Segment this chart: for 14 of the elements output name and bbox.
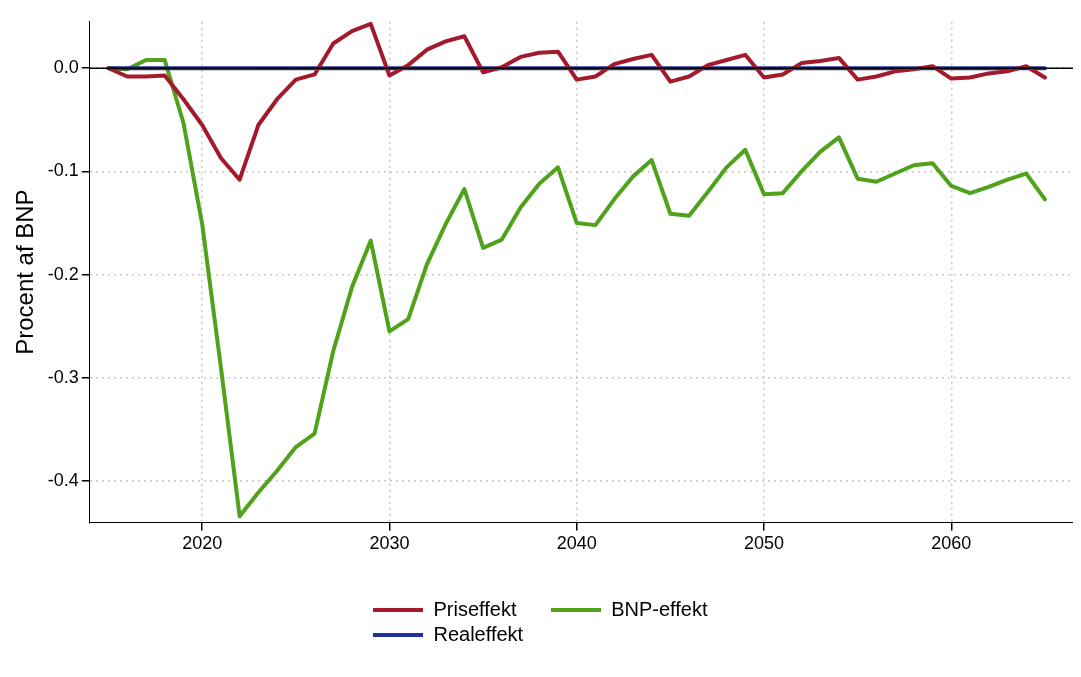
legend-label: BNP-effekt [611,598,708,621]
x-tick-label: 2020 [182,533,223,554]
y-tick-label: 0.0 [53,57,79,78]
y-tick-label: -0.3 [47,366,79,387]
y-axis-title: Procent af BNP [11,189,39,355]
y-tick-label: -0.1 [47,160,79,181]
x-tick-label: 2040 [556,533,597,554]
x-tick-label: 2060 [931,533,972,554]
y-tick-label: -0.4 [47,470,79,491]
legend-label: Realeffekt [433,623,524,646]
x-tick-label: 2030 [369,533,410,554]
x-tick-label: 2050 [743,533,785,554]
legend-label: Priseffekt [433,598,517,621]
y-tick-label: -0.2 [47,263,79,284]
